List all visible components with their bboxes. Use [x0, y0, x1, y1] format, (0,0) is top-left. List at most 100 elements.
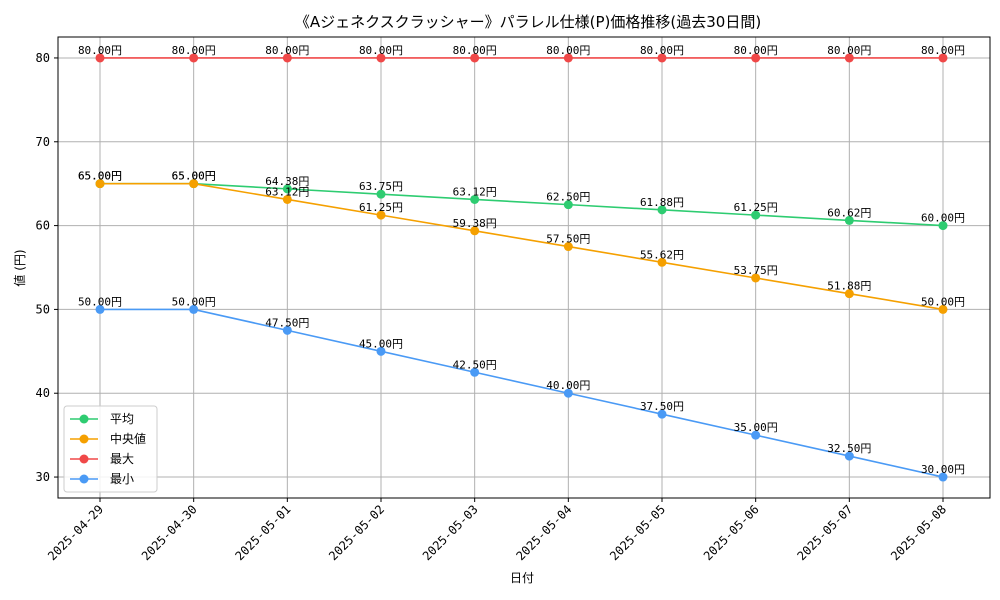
y-tick-label: 30: [36, 470, 50, 484]
data-label: 35.00円: [734, 421, 778, 434]
y-tick-label: 40: [36, 386, 50, 400]
y-axis-ticks: 30 40 50 60 70 80: [36, 51, 58, 484]
legend-swatch-marker: [79, 474, 89, 484]
data-point: [751, 430, 761, 440]
data-label: 80.00円: [359, 44, 403, 57]
data-point: [751, 273, 761, 283]
data-label: 37.50円: [640, 400, 684, 413]
data-point: [657, 257, 667, 267]
y-axis-label: 値 (円): [12, 249, 27, 286]
chart-title: 《Aジェネクスクラッシャー》パラレル仕様(P)価格推移(過去30日間): [295, 13, 761, 31]
data-label: 80.00円: [546, 44, 590, 57]
legend-swatch-marker: [79, 434, 89, 444]
data-point: [844, 289, 854, 299]
data-label: 60.00円: [921, 212, 965, 225]
data-point: [938, 221, 948, 231]
data-point: [844, 53, 854, 63]
data-label: 50.00円: [78, 295, 122, 308]
data-point: [95, 179, 105, 189]
series-line: [100, 182, 944, 227]
data-label: 65.00円: [78, 170, 122, 183]
data-label: 50.00円: [172, 295, 216, 308]
data-label: 62.50円: [546, 191, 590, 204]
data-point: [657, 53, 667, 63]
data-label: 40.00円: [546, 379, 590, 392]
data-label: 42.50円: [453, 358, 497, 371]
data-point: [376, 53, 386, 63]
data-point: [470, 226, 480, 236]
data-label: 80.00円: [734, 44, 778, 57]
data-point: [938, 304, 948, 314]
series-layer: [95, 53, 948, 482]
data-point: [189, 179, 199, 189]
data-point: [563, 200, 573, 210]
y-tick-label: 60: [36, 219, 50, 233]
legend-box: [63, 405, 158, 493]
data-label: 80.00円: [640, 44, 684, 57]
legend-entry-label: 最小: [110, 472, 134, 486]
grid: [58, 37, 990, 498]
data-label: 63.12円: [265, 185, 309, 198]
data-label: 63.12円: [453, 185, 497, 198]
series-line: [100, 308, 944, 478]
data-label: 80.00円: [265, 44, 309, 57]
y-tick-label: 50: [36, 302, 50, 316]
data-point: [938, 472, 948, 482]
data-point: [189, 304, 199, 314]
data-label: 61.25円: [359, 201, 403, 214]
legend-entry-label: 平均: [110, 412, 134, 426]
data-label: 32.50円: [827, 442, 871, 455]
data-point: [563, 388, 573, 398]
data-point: [470, 194, 480, 204]
data-point: [95, 304, 105, 314]
data-point: [563, 53, 573, 63]
data-label: 51.88円: [827, 280, 871, 293]
data-point: [844, 451, 854, 461]
y-tick-label: 70: [36, 135, 50, 149]
data-point: [470, 367, 480, 377]
series-line: [100, 182, 944, 311]
data-point: [376, 189, 386, 199]
data-point: [189, 53, 199, 63]
data-label: 60.62円: [827, 206, 871, 219]
data-label: 80.00円: [172, 44, 216, 57]
legend-entry-label: 最大: [110, 452, 134, 466]
legend-swatch-marker: [79, 414, 89, 424]
data-label: 30.00円: [921, 463, 965, 476]
legend-swatch-marker: [79, 454, 89, 464]
data-label: 53.75円: [734, 264, 778, 277]
data-point: [751, 210, 761, 220]
data-point: [657, 409, 667, 419]
data-point: [751, 53, 761, 63]
data-label: 61.88円: [640, 196, 684, 209]
data-point: [282, 194, 292, 204]
plot-frame: [57, 36, 991, 499]
data-label: 50.00円: [921, 295, 965, 308]
y-tick-label: 80: [36, 51, 50, 65]
data-label: 59.38円: [453, 217, 497, 230]
data-label: 65.00円: [172, 170, 216, 183]
data-point: [376, 346, 386, 356]
data-label: 57.50円: [546, 233, 590, 246]
data-label: 80.00円: [827, 44, 871, 57]
data-point: [95, 53, 105, 63]
data-label: 80.00円: [921, 44, 965, 57]
data-label: 63.75円: [359, 180, 403, 193]
data-label: 61.25円: [734, 201, 778, 214]
data-point: [657, 205, 667, 215]
x-axis-label: 日付: [510, 571, 534, 585]
data-point: [563, 242, 573, 252]
legend-entry-label: 中央値: [110, 431, 146, 446]
data-label: 47.50円: [265, 316, 309, 329]
data-label: 80.00円: [453, 44, 497, 57]
data-point: [470, 53, 480, 63]
data-label-layer: 65.00円 65.00円 64.38円 63.75円 63.12円 62.50円 61.8…: [78, 44, 965, 476]
data-label: 65.00円: [172, 170, 216, 183]
data-point: [282, 53, 292, 63]
data-label: 64.38円: [265, 175, 309, 188]
data-point: [938, 53, 948, 63]
data-label: 55.62円: [640, 248, 684, 261]
